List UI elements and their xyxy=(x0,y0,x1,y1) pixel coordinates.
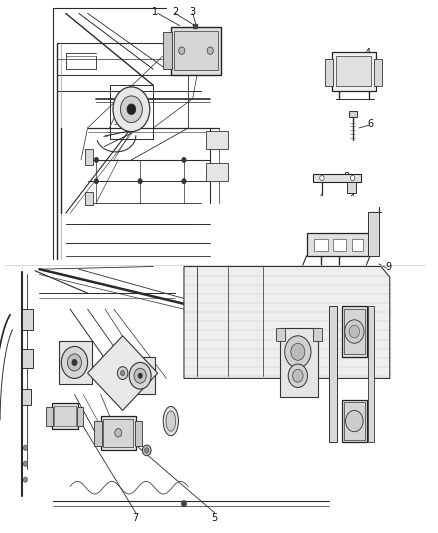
Bar xyxy=(329,306,337,442)
Bar xyxy=(206,131,228,149)
Bar xyxy=(374,59,382,86)
Circle shape xyxy=(127,104,136,115)
Circle shape xyxy=(94,179,99,184)
Bar xyxy=(94,421,102,446)
Bar xyxy=(344,309,365,354)
Circle shape xyxy=(23,461,28,466)
Bar xyxy=(135,421,142,446)
Bar xyxy=(307,233,370,256)
Bar xyxy=(22,349,33,368)
Bar xyxy=(313,328,322,341)
Bar xyxy=(313,174,361,182)
Circle shape xyxy=(129,362,151,389)
Text: 4: 4 xyxy=(365,49,371,58)
Bar xyxy=(314,239,328,251)
Circle shape xyxy=(293,369,303,382)
Circle shape xyxy=(23,445,28,450)
Bar xyxy=(85,149,93,165)
Circle shape xyxy=(138,373,142,378)
Bar xyxy=(352,239,363,251)
Bar xyxy=(163,32,172,69)
Bar xyxy=(77,407,83,426)
Bar xyxy=(22,389,31,405)
Ellipse shape xyxy=(163,406,178,436)
Circle shape xyxy=(61,346,88,378)
Bar xyxy=(325,59,333,86)
Bar xyxy=(342,400,367,442)
Text: 2: 2 xyxy=(172,7,178,17)
Circle shape xyxy=(120,370,125,376)
Bar xyxy=(332,52,376,91)
Text: 8: 8 xyxy=(344,172,350,182)
Text: 1: 1 xyxy=(152,7,159,17)
Bar xyxy=(174,31,218,70)
Bar xyxy=(54,406,76,426)
Circle shape xyxy=(138,179,142,184)
Circle shape xyxy=(291,343,305,360)
Circle shape xyxy=(346,410,363,432)
Bar xyxy=(101,416,136,450)
Bar xyxy=(349,111,357,117)
Circle shape xyxy=(117,367,128,379)
Polygon shape xyxy=(184,266,390,378)
Bar xyxy=(126,357,155,394)
Bar xyxy=(53,8,342,259)
Circle shape xyxy=(182,157,186,163)
Text: 7: 7 xyxy=(133,513,139,523)
Bar xyxy=(368,212,379,256)
Circle shape xyxy=(142,445,151,456)
Bar xyxy=(276,328,285,341)
Bar xyxy=(336,56,371,86)
Bar xyxy=(206,163,228,181)
Circle shape xyxy=(120,96,142,123)
Circle shape xyxy=(179,47,185,54)
Circle shape xyxy=(285,336,311,368)
Ellipse shape xyxy=(166,411,176,431)
Bar xyxy=(333,239,346,251)
Bar xyxy=(52,403,78,429)
Bar xyxy=(171,27,221,75)
Circle shape xyxy=(72,359,77,366)
Bar xyxy=(280,328,318,397)
Bar xyxy=(9,266,403,522)
Circle shape xyxy=(288,364,307,387)
Circle shape xyxy=(345,320,364,343)
Bar xyxy=(342,306,367,357)
Text: 5: 5 xyxy=(212,513,218,523)
Bar xyxy=(103,419,133,447)
Bar xyxy=(46,407,53,426)
Bar xyxy=(344,402,365,440)
Circle shape xyxy=(94,157,99,163)
Bar xyxy=(22,309,33,330)
Circle shape xyxy=(145,448,149,453)
Circle shape xyxy=(182,179,186,184)
Circle shape xyxy=(23,477,28,482)
Circle shape xyxy=(67,354,81,371)
Circle shape xyxy=(349,325,360,338)
Circle shape xyxy=(350,175,355,181)
Bar xyxy=(85,192,93,205)
Bar xyxy=(347,182,356,193)
Text: 6: 6 xyxy=(367,119,373,128)
Circle shape xyxy=(134,368,146,383)
Circle shape xyxy=(115,429,122,437)
Circle shape xyxy=(181,500,187,507)
Bar xyxy=(59,341,92,384)
Circle shape xyxy=(320,175,324,181)
Polygon shape xyxy=(88,336,158,410)
Text: 9: 9 xyxy=(385,262,392,271)
Text: 3: 3 xyxy=(190,7,196,17)
Circle shape xyxy=(207,47,213,54)
Bar xyxy=(368,306,374,442)
Circle shape xyxy=(113,87,150,132)
